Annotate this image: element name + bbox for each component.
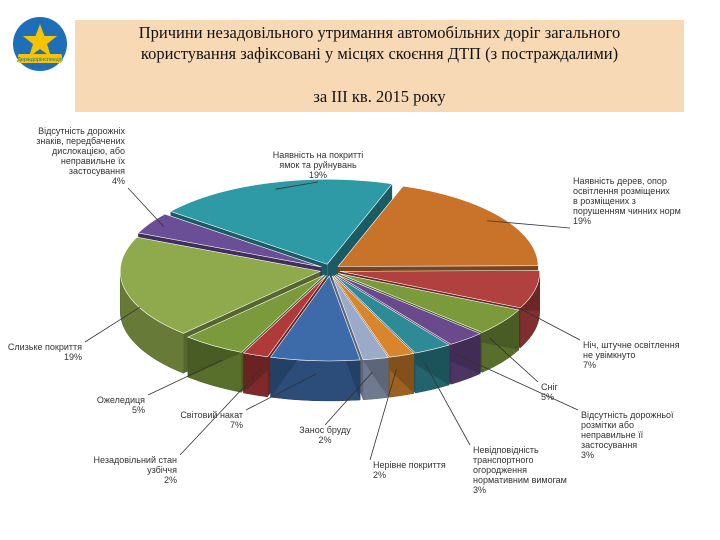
slice-label-line: Ожеледиця bbox=[97, 395, 145, 405]
pie-slice-5 bbox=[334, 274, 450, 354]
pie-slice-4 bbox=[336, 274, 482, 345]
leader-line-2 bbox=[519, 307, 581, 341]
slice-percent-7: 2% bbox=[318, 435, 331, 445]
pie-slice-7 bbox=[331, 275, 389, 361]
slice-label-9: Незадовільний стан узбіччя 2% bbox=[94, 455, 178, 485]
page-title-line2: користування зафіксовані у місцях скоєнн… bbox=[140, 44, 619, 63]
slice-label-0: Наявність на покритті ямок та руйнувань 19… bbox=[273, 150, 364, 180]
slice-label-8: Світовий накат 7% bbox=[180, 410, 243, 430]
leader-line-5 bbox=[424, 363, 471, 446]
leader-line-1 bbox=[487, 220, 571, 229]
slice-label-line: Нерівне покриття bbox=[373, 460, 446, 470]
slice-label-2: Ніч, штучне освітлення не увімкнуто 7% bbox=[583, 340, 680, 370]
slice-percent-3: 5% bbox=[541, 392, 554, 402]
leader-line-12 bbox=[127, 187, 165, 227]
leader-line-6 bbox=[369, 369, 397, 461]
pie-slice-10 bbox=[187, 274, 325, 353]
slice-label-line: Сніг bbox=[541, 382, 558, 392]
logo-banner bbox=[18, 54, 62, 63]
slice-label-line: Невідповідність bbox=[473, 445, 539, 455]
leader-line-7 bbox=[324, 371, 373, 426]
slice-label-line: Занос бруду bbox=[299, 425, 351, 435]
slice-label-line: Відсутність дорожньої bbox=[581, 410, 674, 420]
pie-slice-3 bbox=[338, 273, 520, 333]
pie-slice-8 bbox=[269, 275, 361, 362]
slice-percent-9: 2% bbox=[164, 475, 177, 485]
slice-label-line: транспортного bbox=[473, 455, 533, 465]
title-box: Причини незадовільного утримання автомоб… bbox=[75, 20, 684, 112]
slice-label-line: не увімкнуто bbox=[583, 350, 635, 360]
slice-label-line: в розміщених з bbox=[573, 196, 636, 206]
slice-label-line: узбіччя bbox=[147, 465, 177, 475]
pie-top-faces bbox=[119, 178, 541, 362]
slice-percent-8: 7% bbox=[230, 420, 243, 430]
slice-label-4: Відсутність дорожньої розмітки або неправи… bbox=[581, 410, 674, 460]
slice-percent-2: 7% bbox=[583, 360, 596, 370]
slice-label-line: Відсутність дорожніх bbox=[38, 126, 125, 136]
slice-label-6: Нерівне покриття 2% bbox=[373, 460, 446, 480]
logo: Держдорінспекція bbox=[13, 17, 67, 71]
slice-label-7: Занос бруду 2% bbox=[299, 425, 351, 445]
slice-label-line: порушенням чинних норм bbox=[573, 206, 681, 216]
slice-label-1: Наявність дерев, опор освітлення розміщен… bbox=[573, 176, 681, 226]
slice-label-line: Ніч, штучне освітлення bbox=[583, 340, 680, 350]
leader-line-4 bbox=[455, 353, 579, 411]
slice-label-line: Наявність на покритті bbox=[273, 150, 364, 160]
slice-percent-1: 19% bbox=[573, 216, 591, 226]
pie-slice-2 bbox=[339, 270, 541, 309]
leader-line-0 bbox=[275, 181, 319, 190]
slice-label-line: неправильне її bbox=[581, 430, 644, 440]
slice-label-line: ямок та руйнувань bbox=[279, 160, 357, 170]
slice-label-12: Відсутність дорожніх знаків, передбачених… bbox=[36, 126, 125, 186]
slice-label-line: застосування bbox=[581, 440, 637, 450]
slice-percent-4: 3% bbox=[581, 450, 594, 460]
slice-label-11: Слизьке покриття 19% bbox=[8, 342, 82, 362]
pie-slice-12 bbox=[137, 213, 322, 268]
slice-label-line: неправильне їх bbox=[61, 156, 126, 166]
leader-line-11 bbox=[84, 306, 141, 343]
leader-line-10 bbox=[147, 359, 223, 396]
slice-label-line: огородження bbox=[473, 465, 527, 475]
slice-label-10: Ожеледиця 5% bbox=[97, 395, 145, 415]
slice-label-line: освітлення розміщених bbox=[573, 186, 670, 196]
slice-label-line: дислокацією, або bbox=[52, 146, 125, 156]
slice-label-line: Наявність дерев, опор bbox=[573, 176, 667, 186]
logo-text: Держдорінспекція bbox=[17, 57, 63, 63]
slice-percent-10: 5% bbox=[132, 405, 145, 415]
pie-slice-cut-face bbox=[243, 275, 327, 393]
slice-label-5: Невідповідність транспортного огородження н… bbox=[473, 445, 567, 495]
slice-label-line: нормативним вимогам bbox=[473, 475, 567, 485]
star-icon bbox=[23, 24, 57, 57]
leader-line-9 bbox=[179, 368, 262, 456]
slice-percent-11: 19% bbox=[64, 352, 82, 362]
pie-slice-11 bbox=[119, 236, 322, 334]
slice-percent-0: 19% bbox=[309, 170, 327, 180]
pie-slice-6 bbox=[333, 275, 415, 358]
slice-label-line: застосування bbox=[69, 166, 125, 176]
pie-slice-0 bbox=[169, 178, 393, 265]
page-title-line1: Причини незадовільного утримання автомоб… bbox=[138, 23, 621, 42]
slice-label-line: Світовий накат bbox=[180, 410, 243, 420]
slice-percent-5: 3% bbox=[473, 485, 486, 495]
leader-line-8 bbox=[245, 373, 317, 411]
slice-percent-6: 2% bbox=[373, 470, 386, 480]
slice-label-line: Незадовільний стан bbox=[94, 455, 177, 465]
slice-label-line: розмітки або bbox=[581, 420, 634, 430]
pie-chart: Наявність на покритті ямок та руйнувань 19… bbox=[8, 126, 681, 495]
pie-slice-9 bbox=[242, 275, 327, 358]
slice-label-line: Слизьке покриття bbox=[8, 342, 82, 352]
slice-percent-12: 4% bbox=[112, 176, 125, 186]
slice-label-line: знаків, передбачених bbox=[36, 136, 125, 146]
leader-line-3 bbox=[489, 337, 539, 383]
pie-slice-1 bbox=[337, 185, 539, 267]
pie-labels: Наявність на покритті ямок та руйнувань 19… bbox=[8, 126, 681, 495]
slice-label-3: Сніг 5% bbox=[541, 382, 558, 402]
page-subtitle: за ІІІ кв. 2015 року bbox=[313, 87, 446, 106]
